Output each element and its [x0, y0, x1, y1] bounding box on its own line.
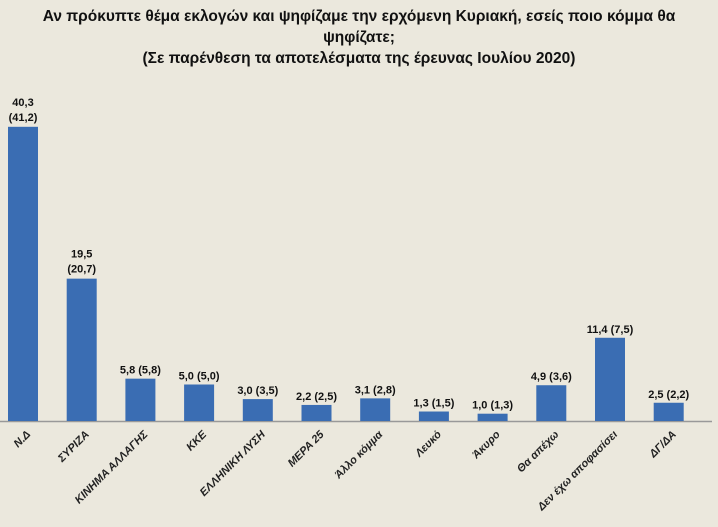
bar [595, 337, 625, 421]
data-label: 2,2 (2,5) [296, 391, 337, 403]
bar [418, 411, 449, 421]
category-label: ΜΕΡΑ 25 [286, 428, 328, 470]
title-line: Αν πρόκυπτε θέμα εκλογών και ψηφίζαμε τη… [42, 8, 676, 46]
subtitle: (Σε παρένθεση τα αποτελέσματα της έρευνα… [142, 50, 576, 67]
data-label: (41,2) [9, 112, 38, 124]
data-label: 5,0 (5,0) [179, 371, 220, 383]
data-label: (20,7) [67, 264, 96, 276]
category-label: Θα απέχω [515, 429, 561, 475]
bar [184, 384, 215, 421]
category-label: ΔΓ/ΔΑ [647, 429, 679, 461]
data-label: 19,5 [71, 249, 92, 261]
data-label: 5,8 (5,8) [120, 365, 161, 377]
category-label: ΣΥΡΙΖΑ [55, 429, 92, 466]
chart-title: Αν πρόκυπτε θέμα εκλογών και ψηφίζαμε τη… [0, 6, 718, 69]
data-label: 3,0 (3,5) [237, 385, 278, 397]
bar [301, 404, 332, 421]
category-label: ΚΚΕ [184, 428, 209, 453]
category-label: Λευκό [412, 428, 444, 460]
data-label: 3,1 (2,8) [355, 384, 396, 396]
data-label: 1,0 (1,3) [472, 400, 513, 412]
data-label: 1,3 (1,5) [413, 398, 454, 410]
data-label: 11,4 (7,5) [587, 324, 634, 336]
category-label: Άκυρο [469, 428, 502, 461]
bar [536, 385, 567, 421]
bar [66, 278, 97, 421]
bar [242, 399, 273, 421]
data-label: 2,5 (2,2) [648, 389, 689, 401]
bar [125, 378, 156, 421]
bar [477, 413, 508, 421]
category-label: Άλλο κόμμα [332, 428, 386, 482]
data-label: 40,3 [12, 97, 33, 109]
data-label: 4,9 (3,6) [531, 371, 572, 383]
bar [653, 402, 684, 421]
bar [360, 398, 391, 421]
category-label: ΕΛΛΗΝΙΚΗ ΛΥΣΗ [198, 428, 269, 499]
bar [8, 126, 38, 421]
category-label: Ν.Δ [12, 429, 33, 450]
